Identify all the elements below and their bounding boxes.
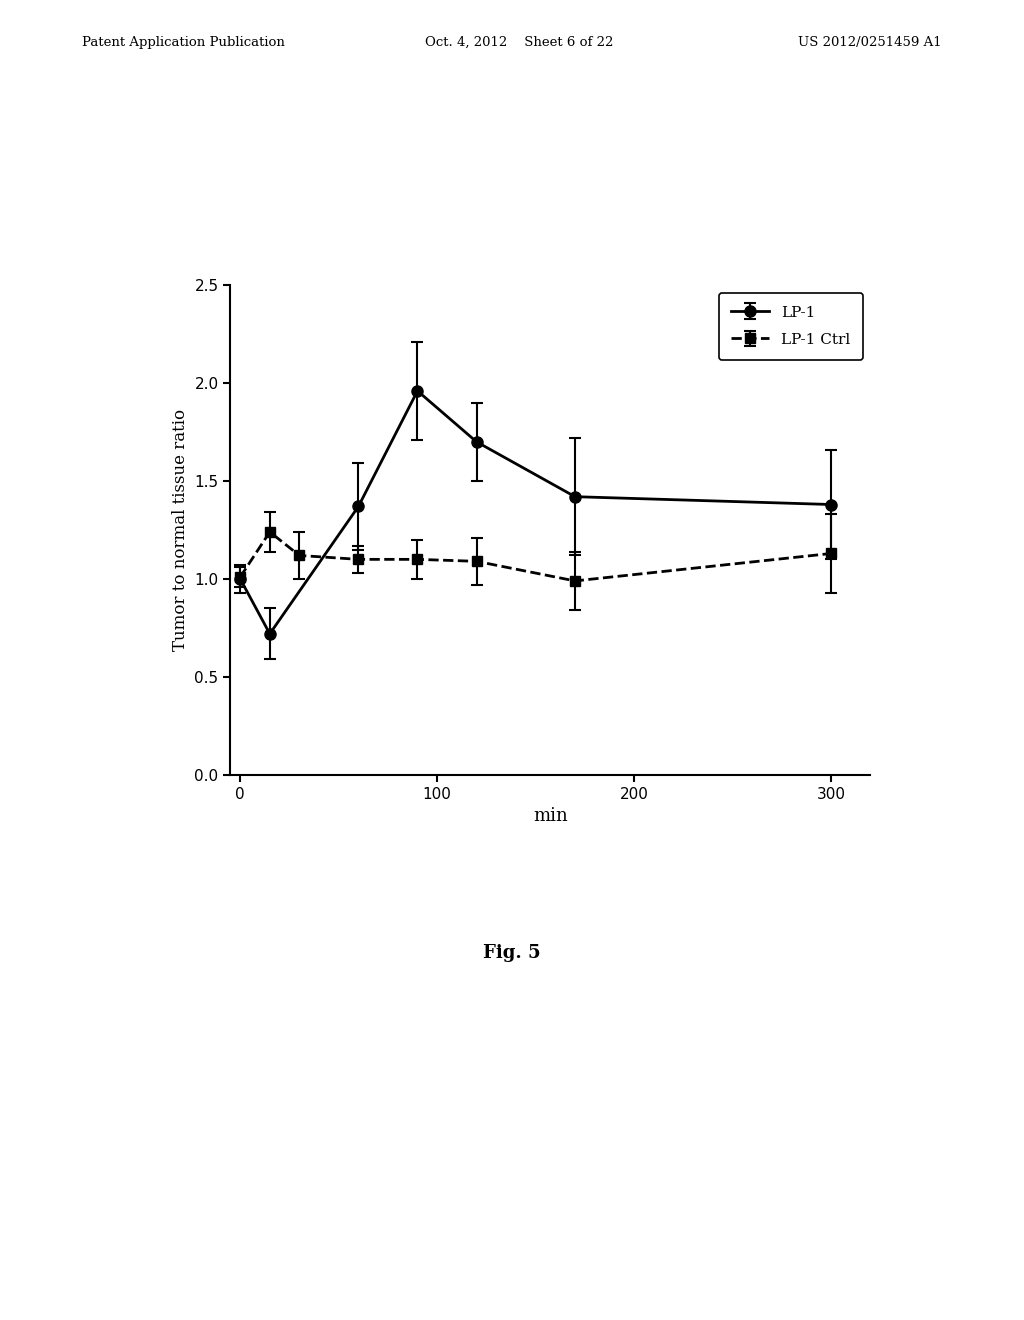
Y-axis label: Tumor to normal tissue ratio: Tumor to normal tissue ratio — [172, 409, 188, 651]
Text: Oct. 4, 2012    Sheet 6 of 22: Oct. 4, 2012 Sheet 6 of 22 — [425, 36, 613, 49]
Text: Fig. 5: Fig. 5 — [483, 944, 541, 962]
Text: Patent Application Publication: Patent Application Publication — [82, 36, 285, 49]
Text: US 2012/0251459 A1: US 2012/0251459 A1 — [799, 36, 942, 49]
Legend: LP-1, LP-1 Ctrl: LP-1, LP-1 Ctrl — [719, 293, 863, 359]
X-axis label: min: min — [534, 808, 567, 825]
